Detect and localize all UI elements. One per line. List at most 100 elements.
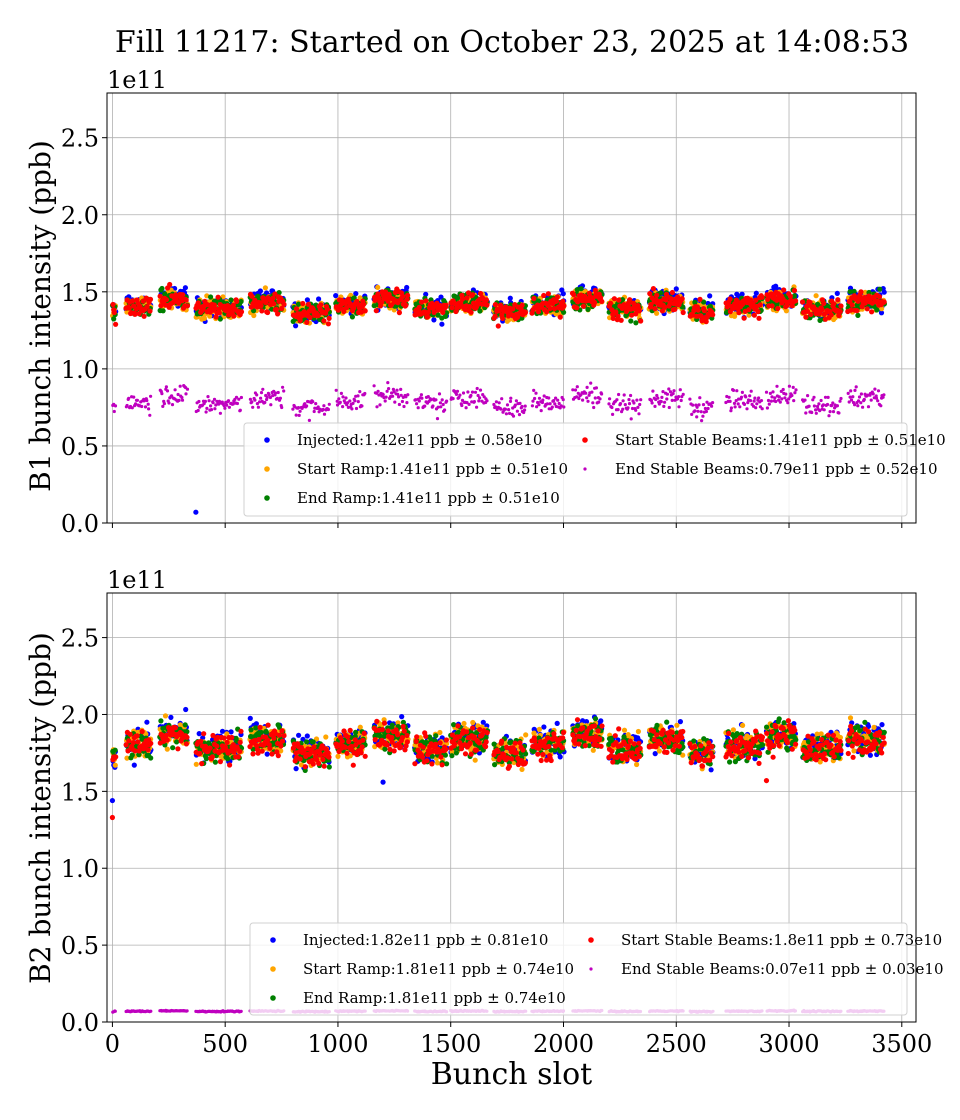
data-point [814,731,820,737]
data-point [475,405,479,409]
data-point [882,393,886,397]
data-point [247,715,253,722]
data-point [493,405,498,409]
data-point [541,724,547,730]
data-point [429,398,433,402]
data-point [356,400,360,404]
data-point [112,762,118,768]
data-point [531,295,537,302]
data-point [633,320,639,326]
data-point [508,399,513,403]
data-point [634,761,640,768]
data-point [857,395,862,399]
data-point [773,396,777,400]
data-point [783,396,787,400]
data-point [143,731,149,737]
data-point [438,294,444,300]
figure-title: Fill 11217: Started on October 23, 2025 … [115,25,909,60]
data-point [375,405,379,409]
data-point [461,720,467,727]
x-tick-label: 2500 [646,1030,707,1058]
data-point [854,385,858,389]
data-point [522,410,526,415]
data-point [216,310,222,316]
data-point [695,405,699,409]
data-point [126,305,132,311]
data-point [390,391,394,395]
data-point [819,307,825,313]
data-point [460,403,464,408]
data-point [307,314,313,321]
data-point [597,400,601,404]
data-point [757,302,763,308]
data-point [513,403,517,407]
data-point [112,409,116,414]
data-point [828,312,834,318]
data-point [170,403,175,407]
data-point [399,393,403,397]
data-point [881,299,887,305]
data-point [537,396,542,400]
data-point [853,403,857,407]
data-point [327,402,331,406]
data-point [691,403,695,407]
data-point [610,315,616,321]
data-point [293,306,300,312]
data-point [213,407,217,411]
data-point [768,391,773,395]
data-point [693,409,697,413]
data-point [228,729,234,735]
data-point [680,752,686,758]
legend-entry: End Ramp:1.41e11 ppb ± 0.51e10 [297,489,560,507]
data-point [511,414,516,418]
data-point [261,387,265,391]
data-point [273,391,278,395]
data-point [360,404,364,408]
data-point [423,291,429,297]
data-point [804,411,808,415]
data-point [110,301,116,308]
data-point [781,287,787,293]
data-point [615,313,621,319]
data-point [204,410,208,414]
data-point [748,399,753,403]
data-point [654,310,660,316]
data-point [620,410,624,414]
data-point [537,403,541,407]
data-point [492,302,498,308]
data-point [183,706,189,713]
data-point [470,719,476,726]
data-point [701,308,708,314]
data-point [311,400,315,404]
data-point [132,395,136,399]
data-point [427,399,431,403]
data-point [650,401,654,405]
data-point [386,381,390,385]
data-point [610,405,614,410]
y-tick-label: 0.0 [61,510,99,538]
data-point [173,388,177,392]
data-point [185,387,190,391]
data-point [679,398,683,403]
data-point [677,395,681,399]
legend-marker [264,437,270,443]
data-point [618,317,624,323]
data-point [518,401,522,405]
data-point [626,406,630,410]
data-point [623,403,627,407]
legend-marker [582,437,588,443]
y-tick-label: 1.0 [61,356,99,384]
data-point [443,408,447,412]
data-point [673,286,679,292]
data-point [732,311,738,317]
data-point [557,401,561,406]
data-point [695,415,699,419]
data-point [134,402,138,406]
data-point [548,402,552,406]
data-point [144,304,150,310]
data-point [530,404,535,408]
data-point [307,418,311,422]
data-point [316,405,320,409]
data-point [531,399,535,403]
data-point [616,408,620,412]
